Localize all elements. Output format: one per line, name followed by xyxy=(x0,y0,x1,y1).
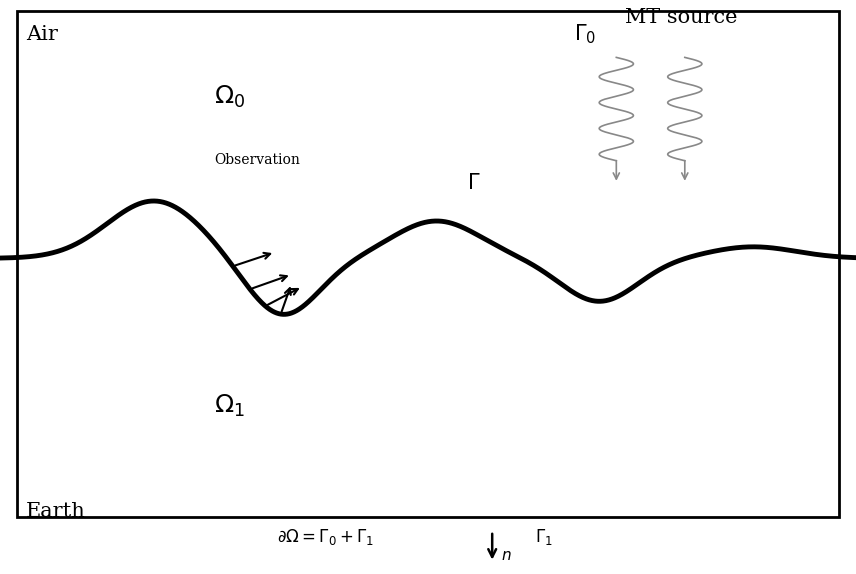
Text: $n$: $n$ xyxy=(501,549,511,563)
Text: MT source: MT source xyxy=(625,8,737,27)
Text: $\Omega_0$: $\Omega_0$ xyxy=(214,83,246,110)
Text: $\Gamma$: $\Gamma$ xyxy=(467,173,480,193)
Text: $\Omega_1$: $\Omega_1$ xyxy=(214,393,245,420)
Text: Observation: Observation xyxy=(214,153,300,166)
Text: $\partial\Omega=\Gamma_0+\Gamma_1$: $\partial\Omega=\Gamma_0+\Gamma_1$ xyxy=(276,528,374,548)
Text: $\Gamma_1$: $\Gamma_1$ xyxy=(535,528,552,548)
Text: Earth: Earth xyxy=(26,502,86,521)
Text: Air: Air xyxy=(26,25,57,44)
Text: $\Gamma_0$: $\Gamma_0$ xyxy=(574,22,596,46)
